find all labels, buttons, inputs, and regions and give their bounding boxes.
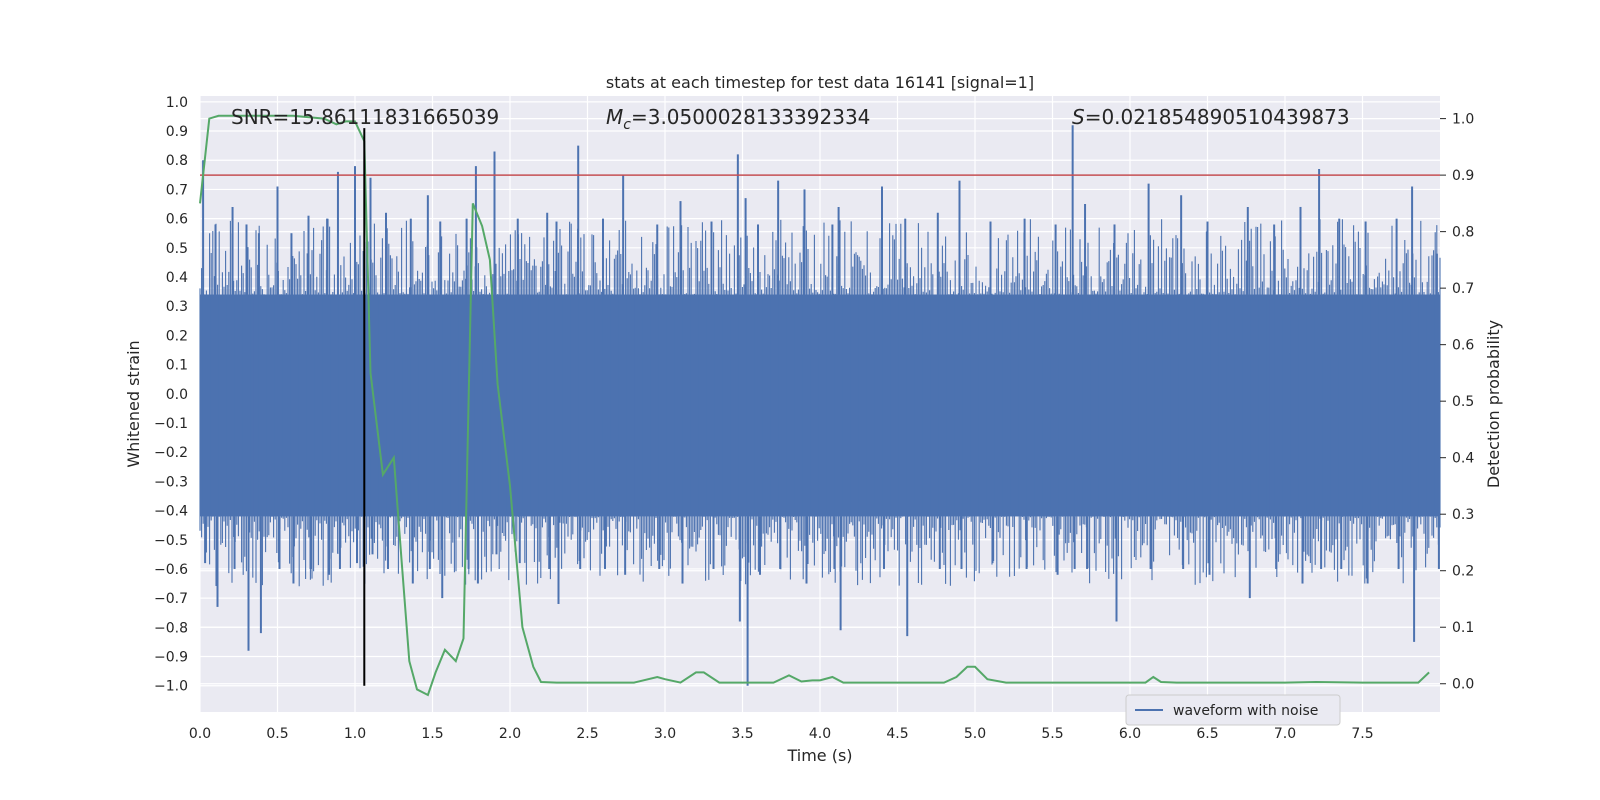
y-tick-label: −0.6	[154, 562, 188, 578]
y-tick-label: −0.3	[154, 474, 188, 490]
x-tick-label: 6.0	[1119, 726, 1141, 742]
x-tick-label: 7.0	[1274, 726, 1296, 742]
y-tick-label: 0.9	[166, 124, 188, 140]
detection-probability-line	[199, 114, 1430, 697]
y-tick-label: 0.3	[166, 299, 188, 315]
x-tick-label: 1.0	[344, 726, 366, 742]
snr-annotation: SNR=15.86111831665039	[231, 105, 499, 129]
x-tick-label: 5.0	[964, 726, 986, 742]
x-tick-label: 5.5	[1041, 726, 1063, 742]
s-annotation: S=0.021854890510439873	[1072, 105, 1350, 129]
y-tick-label: 0.4	[166, 270, 188, 286]
y-tick-label: −0.7	[154, 591, 188, 607]
x-tick-label: 4.5	[886, 726, 908, 742]
chirp-mass-subscript: c	[623, 117, 631, 133]
x-tick-label: 7.5	[1351, 726, 1373, 742]
y-tick-label: 1.0	[166, 95, 188, 111]
y2-tick-label: 0.8	[1452, 225, 1474, 241]
y-tick-label: −1.0	[154, 679, 188, 695]
y2-axis-label: Detection probability	[1484, 320, 1503, 488]
x-axis-label: Time (s)	[786, 746, 852, 765]
chirp-mass-value: =3.0500028133392334	[631, 105, 870, 129]
y-tick-label: −0.5	[154, 533, 188, 549]
y-tick-label: −0.8	[154, 620, 188, 636]
y2-tick-label: 0.7	[1452, 281, 1474, 297]
y2-tick-label: 0.6	[1452, 338, 1474, 354]
y-tick-label: 0.5	[166, 241, 188, 257]
chirp-mass-annotation: Mc=3.0500028133392334	[606, 105, 870, 133]
y-tick-label: −0.4	[154, 504, 188, 520]
y-tick-label: −0.1	[154, 416, 188, 432]
chart-title: stats at each timestep for test data 161…	[606, 73, 1034, 92]
s-value: =0.021854890510439873	[1085, 105, 1350, 129]
y-tick-label: −0.2	[154, 445, 188, 461]
x-tick-label: 0.5	[266, 726, 288, 742]
x-tick-label: 2.0	[499, 726, 521, 742]
y2-tick-label: 0.1	[1452, 620, 1474, 636]
y-tick-label: 0.6	[166, 212, 188, 228]
waveform-noise	[199, 218, 1441, 587]
y2-tick-label: 0.4	[1452, 451, 1474, 467]
legend-box	[1125, 694, 1341, 726]
legend-label: waveform with noise	[1173, 703, 1318, 719]
x-tick-label: 0.0	[189, 726, 211, 742]
y2-tick-label: 0.5	[1452, 394, 1474, 410]
legend: waveform with noise	[1125, 694, 1341, 726]
y-axis-label: Whitened strain	[124, 340, 143, 467]
y2-tick-label: 0.0	[1452, 677, 1474, 693]
x-axis-ticks: 0.0 0.5 1.0 1.5 2.0 2.5 3.0 3.5 4.0 4.5 5.0 5.5 6.0 6…	[189, 726, 1374, 742]
x-tick-label: 4.0	[809, 726, 831, 742]
x-tick-label: 3.0	[654, 726, 676, 742]
y2-axis-ticks: 0.0 0.1 0.2 0.3 0.4 0.5 0.6 0.7 0.8 0.9 1.0	[1440, 112, 1474, 693]
y2-tick-label: 1.0	[1452, 112, 1474, 128]
s-symbol: S	[1072, 105, 1085, 129]
chirp-mass-symbol: M	[606, 105, 623, 129]
y2-tick-label: 0.2	[1452, 564, 1474, 580]
x-tick-label: 2.5	[576, 726, 598, 742]
y-tick-label: −0.9	[154, 650, 188, 666]
y-tick-label: 0.0	[166, 387, 188, 403]
y2-tick-label: 0.9	[1452, 168, 1474, 184]
y-tick-label: 0.2	[166, 328, 188, 344]
x-tick-label: 3.5	[731, 726, 753, 742]
y-tick-label: 0.7	[166, 182, 188, 198]
x-tick-label: 1.5	[421, 726, 443, 742]
x-tick-label: 6.5	[1196, 726, 1218, 742]
y-tick-label: 0.8	[166, 153, 188, 169]
y-tick-label: 0.1	[166, 358, 188, 374]
y-axis-ticks: −1.0 −0.9 −0.8 −0.7 −0.6 −0.5 −0.4 −0.3 −0.2 −0.1…	[154, 95, 188, 695]
waveform-series	[199, 125, 1441, 686]
y2-tick-label: 0.3	[1452, 507, 1474, 523]
